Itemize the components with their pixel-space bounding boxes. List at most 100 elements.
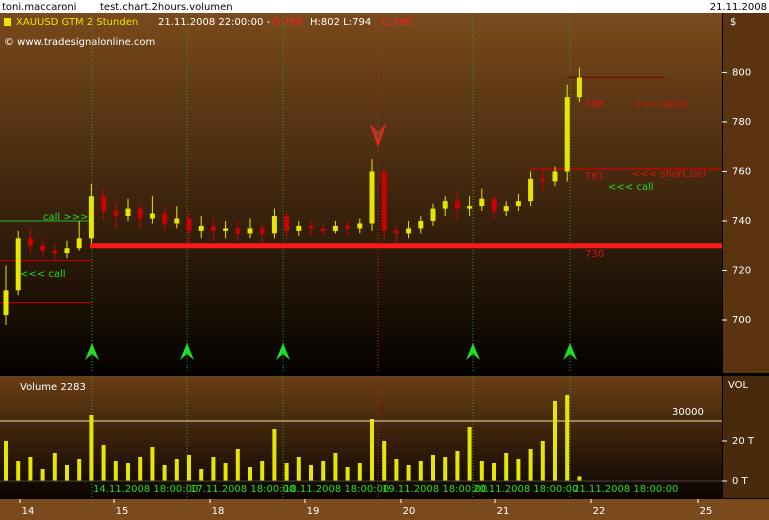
x-tick-label: 15 — [116, 506, 129, 517]
x-tick-label: 22 — [593, 506, 606, 517]
volume-bar — [89, 415, 94, 481]
volume-bar — [516, 459, 521, 481]
candle — [467, 206, 473, 209]
candle — [101, 196, 107, 212]
candle — [125, 208, 131, 217]
date-label: 17.11.2008 18:00:00 — [190, 484, 295, 495]
annotation: <<< call — [20, 269, 66, 280]
volume-bar — [65, 465, 69, 481]
date: 21.11.2008 — [710, 2, 767, 13]
timestamp: 21.11.2008 22:00:00 - — [158, 17, 271, 28]
volume-tick-label: 0 T — [732, 476, 749, 487]
volume-bar — [296, 457, 301, 481]
candle — [149, 213, 155, 219]
x-tick-label: 14 — [22, 506, 35, 517]
candle — [271, 216, 277, 234]
volume-bar — [138, 457, 143, 481]
y-tick-label: 740 — [732, 216, 751, 227]
volume-bar — [309, 465, 313, 481]
level-label: 730 — [585, 249, 604, 260]
level-label: 798 — [585, 99, 604, 110]
volume-bar — [345, 467, 350, 481]
volume-bar — [260, 461, 265, 481]
volume-bar — [528, 449, 533, 481]
volume-bar — [565, 395, 570, 481]
y-tick-label: 800 — [732, 67, 751, 78]
candle — [40, 245, 46, 251]
candle — [64, 248, 70, 254]
volume-bar — [150, 447, 155, 481]
volume-bar — [467, 427, 472, 481]
file: test.chart.2hours.volumen — [100, 2, 233, 13]
volume-bar — [333, 453, 338, 481]
volume-bar — [577, 476, 582, 481]
volume-tick-label: 20 T — [732, 436, 755, 447]
candle — [113, 211, 119, 217]
buy-arrow — [276, 343, 290, 360]
candle — [442, 201, 448, 209]
volume-axis-label: VOL — [728, 380, 749, 391]
annotation: call >>> — [43, 212, 89, 223]
volume-bar — [321, 461, 326, 481]
volume-bar — [406, 465, 411, 481]
volume-bar — [101, 445, 106, 481]
candle — [406, 228, 412, 234]
x-tick-label: 20 — [403, 506, 416, 517]
user: toni.maccaroni — [2, 2, 76, 13]
date-label: 18.11.2008 18:00:00 — [284, 484, 389, 495]
top-bar — [0, 0, 769, 13]
volume-bar — [504, 453, 509, 481]
volume-bar — [443, 457, 448, 481]
candle — [345, 225, 351, 229]
volume-bar — [248, 467, 252, 481]
candle — [576, 77, 582, 98]
candle — [418, 220, 424, 229]
volume-bar — [113, 461, 118, 481]
y-tick-label: 700 — [732, 315, 751, 326]
date-label: 14.11.2008 18:00:00 — [93, 484, 198, 495]
y-tick-label: 720 — [732, 265, 751, 276]
candle — [52, 250, 58, 254]
volume-bar — [223, 463, 228, 481]
buy-arrow — [466, 343, 480, 360]
candle — [162, 213, 168, 224]
candle — [430, 208, 436, 221]
candle — [552, 171, 558, 182]
volume-bar — [126, 463, 130, 481]
price-axis — [723, 13, 769, 373]
candle — [15, 238, 21, 291]
candle — [137, 208, 143, 219]
volume-bar — [492, 463, 496, 481]
candle — [515, 201, 521, 207]
volume-bar — [4, 441, 8, 481]
candle — [503, 206, 509, 212]
volume-bar — [553, 401, 557, 481]
candle — [174, 218, 180, 224]
currency: $ — [730, 17, 736, 28]
volume-bar — [394, 459, 399, 481]
candle — [88, 196, 94, 239]
volume-bar — [40, 469, 45, 481]
volume-bar — [211, 457, 216, 481]
candle — [27, 238, 33, 246]
x-tick-label: 21 — [497, 506, 510, 517]
candle — [259, 228, 265, 234]
candle — [186, 218, 192, 231]
candle — [210, 225, 216, 231]
candle — [479, 198, 485, 207]
candle — [369, 171, 375, 224]
x-tick-label: 19 — [307, 506, 320, 517]
candle — [235, 228, 241, 234]
volume-bar — [174, 459, 179, 481]
copyright: © www.tradesignalonline.com — [4, 37, 155, 48]
volume-level-label: 30000 — [672, 407, 704, 418]
candle — [296, 225, 302, 231]
volume-bar — [77, 459, 82, 481]
candle — [528, 178, 534, 202]
x-axis — [0, 499, 769, 520]
plot: 700 720 740 760 780 800 730 761 798 call >>> <<< c… — [0, 13, 755, 517]
y-tick-label: 760 — [732, 166, 751, 177]
candle — [3, 290, 9, 316]
